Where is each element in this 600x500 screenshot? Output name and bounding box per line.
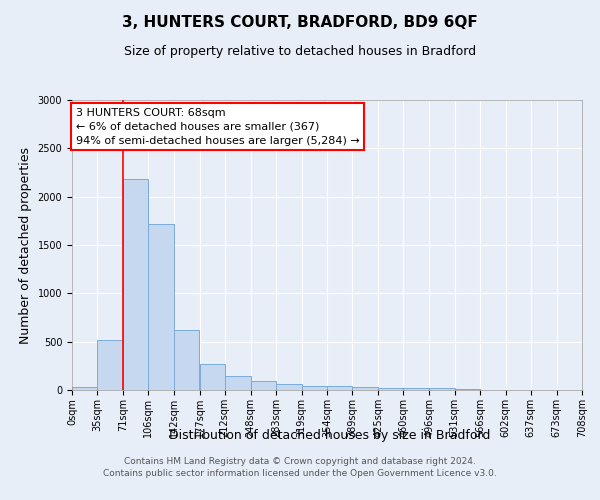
Bar (429, 388, 455, 390)
Bar (72, 387, 97, 390)
Bar (148, 224, 174, 390)
Text: Size of property relative to detached houses in Bradford: Size of property relative to detached ho… (124, 45, 476, 58)
Text: Contains HM Land Registry data © Crown copyright and database right 2024.
Contai: Contains HM Land Registry data © Crown c… (103, 456, 497, 477)
Bar (225, 376, 251, 390)
Bar (97, 340, 123, 390)
Text: Distribution of detached houses by size in Bradford: Distribution of detached houses by size … (169, 428, 491, 442)
Bar (276, 384, 302, 390)
Bar (352, 387, 378, 390)
Bar (123, 180, 148, 390)
Bar (174, 330, 199, 390)
Bar (378, 388, 403, 390)
Bar (403, 388, 429, 390)
Bar (251, 382, 276, 390)
Bar (327, 386, 352, 390)
Bar (199, 364, 225, 390)
Bar (302, 386, 327, 390)
Text: 3, HUNTERS COURT, BRADFORD, BD9 6QF: 3, HUNTERS COURT, BRADFORD, BD9 6QF (122, 15, 478, 30)
Bar (455, 389, 480, 390)
Text: 3 HUNTERS COURT: 68sqm
← 6% of detached houses are smaller (367)
94% of semi-det: 3 HUNTERS COURT: 68sqm ← 6% of detached … (76, 108, 359, 146)
Y-axis label: Number of detached properties: Number of detached properties (19, 146, 32, 344)
